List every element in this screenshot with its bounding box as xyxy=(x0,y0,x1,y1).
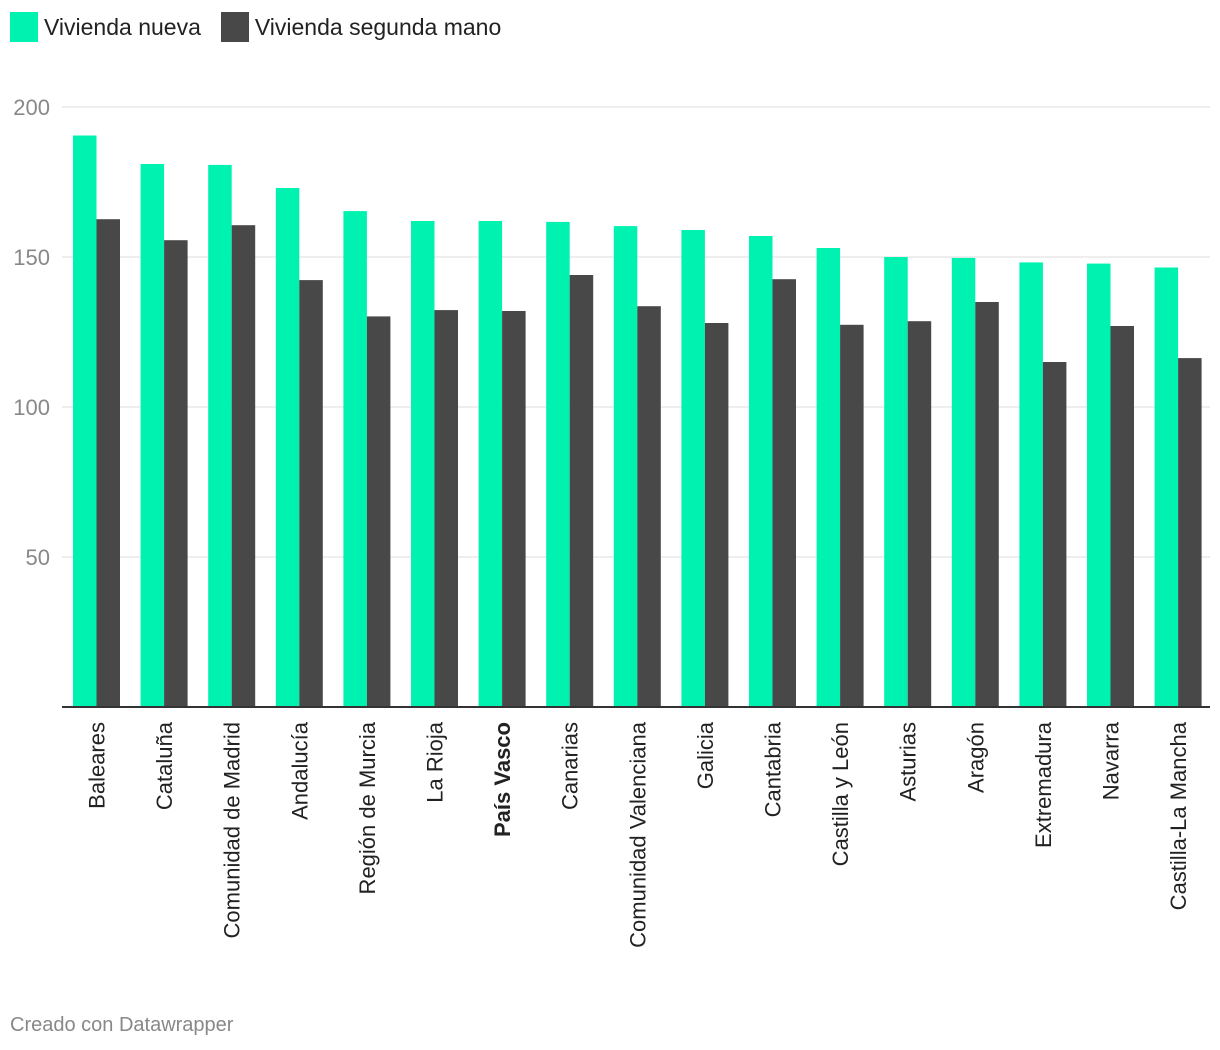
x-tick-label: Comunidad Valenciana xyxy=(625,721,650,948)
y-tick-label: 50 xyxy=(26,545,50,570)
x-tick-label: Extremadura xyxy=(1031,721,1056,848)
x-tick-label: Cataluña xyxy=(152,721,177,810)
x-tick-label: País Vasco xyxy=(490,722,515,837)
bar xyxy=(1154,267,1179,707)
bar xyxy=(1019,262,1043,707)
bar xyxy=(681,230,705,707)
bar xyxy=(366,316,391,707)
bar xyxy=(1178,358,1202,707)
bar xyxy=(1087,263,1111,707)
bar xyxy=(343,211,367,707)
bar-chart: 50 100 150 200 Baleares Cataluña Comunidad de … xyxy=(13,95,1210,948)
bar xyxy=(816,248,841,707)
bar xyxy=(411,221,435,707)
x-tick-label: Región de Murcia xyxy=(355,721,380,894)
bar xyxy=(951,257,976,707)
x-tick-label: La Rioja xyxy=(423,721,448,802)
x-tick-label: Asturias xyxy=(896,722,921,801)
legend-item-vivienda-nueva: Vivienda nueva xyxy=(10,12,201,42)
bar xyxy=(546,221,570,707)
x-tick-label: Andalucía xyxy=(287,721,312,820)
legend-swatch-vivienda-nueva xyxy=(10,12,38,42)
bar xyxy=(704,323,729,707)
bar xyxy=(275,188,300,707)
bar xyxy=(299,280,323,707)
legend-item-vivienda-segunda-mano: Vivienda segunda mano xyxy=(220,12,502,42)
bar xyxy=(140,164,165,707)
x-tick-label: Baleares xyxy=(85,722,110,809)
bar xyxy=(613,226,638,707)
legend: Vivienda nueva Vivienda segunda mano xyxy=(10,12,521,42)
bar xyxy=(840,324,864,707)
bar xyxy=(772,279,796,707)
x-tick-label: Galicia xyxy=(693,721,718,789)
y-tick-label: 100 xyxy=(13,395,50,420)
bar xyxy=(231,225,256,707)
bar xyxy=(1042,362,1067,707)
y-tick-label: 200 xyxy=(13,95,50,120)
bar xyxy=(884,257,908,707)
bar xyxy=(208,164,232,707)
bar xyxy=(73,135,97,707)
legend-label-vivienda-nueva: Vivienda nueva xyxy=(44,13,201,40)
bar xyxy=(975,302,999,707)
bar xyxy=(1110,326,1134,707)
x-tick-label: Aragón xyxy=(963,722,988,793)
bar xyxy=(96,219,120,707)
x-tick-label: Castilla y León xyxy=(828,722,853,866)
x-tick-label: Comunidad de Madrid xyxy=(220,722,245,938)
bar xyxy=(502,311,526,707)
y-tick-label: 150 xyxy=(13,245,50,270)
bar xyxy=(749,236,773,707)
legend-swatch-vivienda-segunda-mano xyxy=(220,12,249,42)
legend-label-vivienda-segunda-mano: Vivienda segunda mano xyxy=(254,13,502,40)
bar xyxy=(434,310,458,707)
x-tick-label: Cantabria xyxy=(761,721,786,817)
bar xyxy=(907,321,932,707)
footer-credit: Creado con Datawrapper xyxy=(10,1014,234,1036)
x-tick-label: Castilla-La Mancha xyxy=(1166,721,1191,910)
bar xyxy=(164,240,188,707)
bar xyxy=(569,275,594,707)
x-tick-label: Canarias xyxy=(558,722,583,810)
bar xyxy=(637,306,661,707)
x-tick-label: Navarra xyxy=(1099,721,1124,800)
bar xyxy=(478,221,503,707)
